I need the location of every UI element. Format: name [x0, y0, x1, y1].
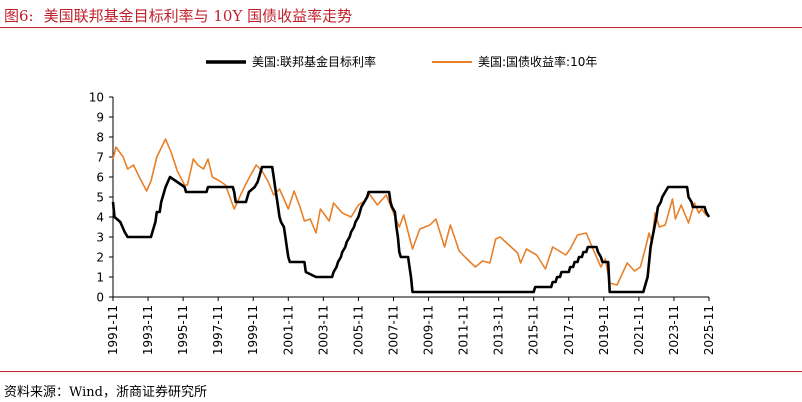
x-tick-label: 2013-11	[492, 305, 506, 355]
x-tick-label: 2021-11	[632, 305, 646, 355]
x-tick-label: 2005-11	[351, 305, 365, 355]
x-tick-label: 1991-11	[106, 305, 120, 355]
x-tick-label: 1999-11	[246, 305, 260, 355]
series-layer	[111, 138, 711, 294]
x-tick-label: 2015-11	[527, 305, 541, 355]
figure-title-text: 美国联邦基金目标利率与 10Y 国债收益率走势	[43, 7, 353, 25]
x-axis-ticks: 1991-11 1993-11 1995-11 1997-11 1999-11 2001-…	[106, 297, 716, 355]
y-tick-label: 10	[89, 91, 104, 105]
footer-rule	[0, 371, 802, 372]
x-tick-label: 2009-11	[422, 305, 436, 355]
source-note: 资料来源：Wind，浙商证券研究所	[4, 385, 207, 400]
x-tick-label: 1997-11	[211, 305, 225, 355]
legend-label-fed-funds: 美国:联邦基金目标利率	[252, 54, 376, 69]
y-tick-label: 8	[96, 131, 104, 145]
figure-number: 图6:	[4, 7, 34, 25]
x-tick-label: 1995-11	[176, 305, 190, 355]
y-tick-label: 3	[96, 231, 104, 245]
series-line-fed-funds	[111, 165, 711, 294]
x-tick-label: 2001-11	[281, 305, 295, 355]
y-tick-label: 1	[96, 271, 104, 285]
x-tick-label: 2003-11	[316, 305, 330, 355]
figure-title: 图6: 美国联邦基金目标利率与 10Y 国债收益率走势	[4, 5, 352, 26]
y-tick-label: 6	[96, 171, 104, 185]
y-tick-label: 0	[96, 291, 104, 305]
legend-label-10y-yield: 美国:国债收益率:10年	[478, 54, 597, 69]
x-tick-label: 2007-11	[386, 305, 400, 355]
y-tick-label: 7	[96, 151, 104, 165]
x-tick-label: 2011-11	[457, 305, 471, 355]
x-tick-label: 2017-11	[562, 305, 576, 355]
y-tick-label: 9	[96, 111, 104, 125]
chart-legend: 美国:联邦基金目标利率 美国:国债收益率:10年	[206, 54, 597, 69]
x-tick-label: 2019-11	[597, 305, 611, 355]
y-axis-ticks: 0 1 2 3 4 5 6 7 8 9 10	[89, 91, 113, 305]
x-tick-label: 1993-11	[141, 305, 155, 355]
y-tick-label: 2	[96, 251, 104, 265]
y-tick-label: 4	[96, 211, 104, 225]
series-line-10y-yield	[112, 138, 709, 286]
x-tick-label: 2023-11	[667, 305, 681, 355]
title-rule	[0, 27, 802, 28]
y-tick-label: 5	[96, 191, 104, 205]
x-tick-label: 2025-11	[702, 305, 716, 355]
